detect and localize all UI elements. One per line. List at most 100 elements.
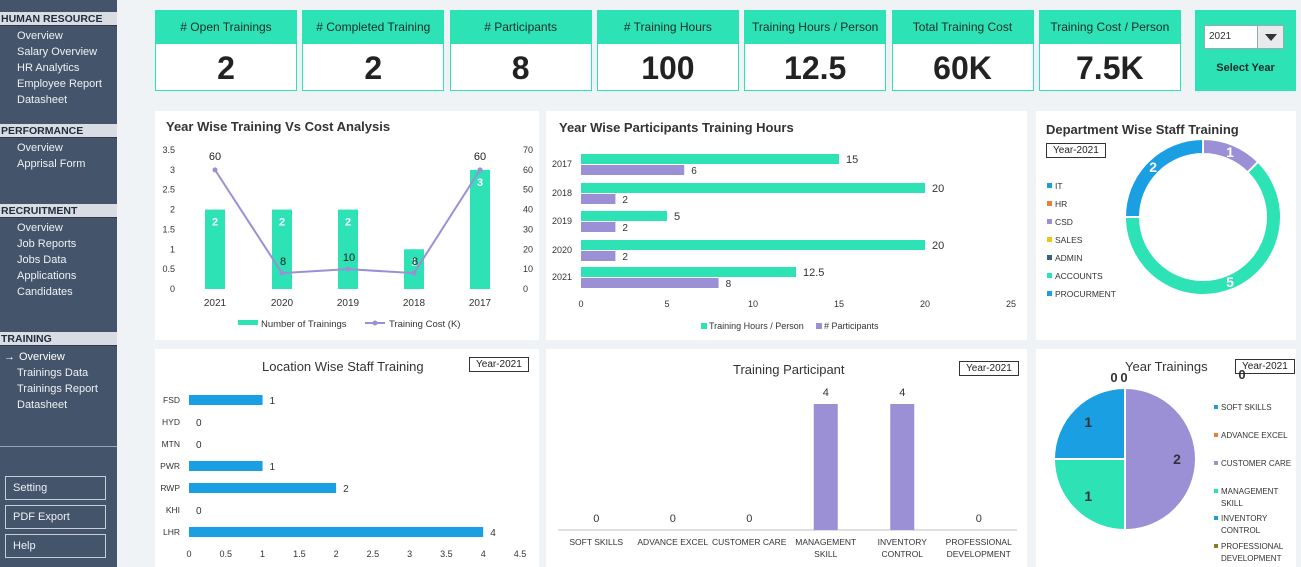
legend-swatch xyxy=(1214,405,1218,409)
legend-swatch xyxy=(1047,201,1052,206)
panel-training-participant: Training Participant Year-2021 0 SOFT SKI… xyxy=(546,349,1027,567)
line-point xyxy=(477,167,483,173)
x-tick-label: 2017 xyxy=(469,298,492,309)
legend-swatch-participants xyxy=(816,323,822,329)
pdf-export-button[interactable]: PDF Export xyxy=(5,505,106,529)
slice-value-label: 0 xyxy=(1198,154,1206,170)
bar-value-label: 0 xyxy=(196,440,202,451)
slice-value-label: 0 xyxy=(1120,370,1127,385)
y-tick-label: 1.5 xyxy=(162,224,175,234)
sidebar-item-applications[interactable]: Applications xyxy=(17,268,76,284)
setting-button[interactable]: Setting xyxy=(5,476,106,500)
sidebar-item-datasheet[interactable]: Datasheet xyxy=(17,92,67,108)
slice-value-label: 1 xyxy=(1084,488,1092,504)
x-tick-label: 20 xyxy=(920,299,930,309)
sidebar-item-overview[interactable]: Overview xyxy=(17,140,63,156)
sidebar-item-label: Employee Report xyxy=(17,78,102,90)
y-tick-label: 3.5 xyxy=(162,145,175,155)
kpi-label: Training Hours / Person xyxy=(745,11,886,44)
bar-location xyxy=(189,527,484,537)
y-tick-label: LHR xyxy=(163,527,180,537)
x-tick-label: PROFESSIONAL DEVELOPMENT xyxy=(946,537,1012,559)
sidebar-item-overview[interactable]: Overview xyxy=(17,28,63,44)
bar-value-label: 0 xyxy=(196,506,202,517)
x-tick-label: 1 xyxy=(260,549,265,559)
sidebar-item-jobs-data[interactable]: Jobs Data xyxy=(17,252,67,268)
bar-value-label: 1 xyxy=(411,256,417,268)
year-select[interactable]: 2021 xyxy=(1204,25,1284,49)
slice-value-label: 1 xyxy=(1084,414,1092,430)
legend-swatch xyxy=(1214,516,1218,520)
participants-hours-chart: 15 6 2017 20 2 2018 5 2 2019 20 2 2020 12.5 8 2021 0 5 10… xyxy=(552,154,1016,331)
kpi-value: 60K xyxy=(933,50,992,86)
sidebar-item-apprisal-form[interactable]: Apprisal Form xyxy=(17,156,85,172)
x-tick-label: 0 xyxy=(186,549,191,559)
sidebar-item-overview[interactable]: Overview xyxy=(17,220,63,236)
y-tick-label: MTN xyxy=(162,439,180,449)
bar-value-label: 0 xyxy=(976,513,982,525)
chart-title: Training Participant xyxy=(733,362,845,377)
help-button[interactable]: Help xyxy=(5,534,106,558)
sidebar-item-label: Candidates xyxy=(17,286,73,298)
sidebar-item-employee-report[interactable]: Employee Report xyxy=(17,76,102,92)
x-tick-label: 25 xyxy=(1006,299,1016,309)
legend-swatch xyxy=(1047,273,1052,278)
dropdown-arrow-icon[interactable] xyxy=(1257,26,1283,48)
y-tick-label: 2017 xyxy=(552,159,572,169)
sidebar-item-label: Overview xyxy=(17,142,63,154)
year-tag: Year-2021 xyxy=(1046,143,1106,158)
bar-value-label: 5 xyxy=(674,211,680,223)
bar-value-label: 0 xyxy=(593,513,599,525)
sidebar-item-salary-overview[interactable]: Salary Overview xyxy=(17,44,97,60)
y2-tick-label: 70 xyxy=(523,145,533,155)
bar-value-label: 2 xyxy=(622,223,628,234)
legend-label: # Participants xyxy=(824,321,879,331)
kpi-card: # Open Trainings 2 xyxy=(155,10,297,91)
sidebar-item-job-reports[interactable]: Job Reports xyxy=(17,236,76,252)
sidebar-item-datasheet[interactable]: Datasheet xyxy=(17,397,67,413)
sidebar-item-label: Applications xyxy=(17,270,77,282)
sidebar-item-hr-analytics[interactable]: HR Analytics xyxy=(17,60,79,76)
x-tick-label: 10 xyxy=(748,299,758,309)
x-tick-label: 0.5 xyxy=(220,549,233,559)
sidebar-item-label: Overview xyxy=(17,30,63,42)
legend-label: CUSTOMER CARE xyxy=(1221,459,1291,468)
legend-swatch xyxy=(1047,255,1052,260)
line-value-label: 8 xyxy=(412,256,418,268)
line-value-label: 60 xyxy=(474,151,486,163)
slice-value-label: 2 xyxy=(1173,451,1181,467)
legend-label: PROFESSIONAL DEVELOPMENT xyxy=(1221,542,1284,563)
sidebar: HUMAN RESOURCE Overview Salary Overview HR … xyxy=(0,0,117,567)
kpi-card: Total Training Cost 60K xyxy=(891,10,1034,91)
y-tick-label: PWR xyxy=(160,461,180,471)
legend-swatch xyxy=(1047,237,1052,242)
sidebar-item-overview[interactable]: → Overview xyxy=(4,349,65,365)
sidebar-section-training: TRAINING xyxy=(0,332,117,346)
sidebar-item-candidates[interactable]: Candidates xyxy=(17,284,73,300)
sidebar-item-label: Datasheet xyxy=(17,94,68,106)
slice-value-label: 0 xyxy=(1238,367,1245,382)
x-tick-label: 4.5 xyxy=(514,549,527,559)
bar-training-hours xyxy=(581,154,839,164)
bar-participant xyxy=(813,404,838,530)
y-tick-label: KHI xyxy=(166,505,180,515)
kpi-value: 2 xyxy=(217,50,235,86)
y-tick-label: RWP xyxy=(160,483,180,493)
sidebar-item-label: Trainings Data xyxy=(17,367,89,379)
sidebar-item-trainings-report[interactable]: Trainings Report xyxy=(17,381,98,397)
department-staff-chart: 1 5 2 0 0 IT HR CSD SALES ADMIN ACCOUNTS PROCURMENT xyxy=(1047,137,1282,299)
sidebar-section-human-resource: HUMAN RESOURCE xyxy=(0,12,117,26)
x-tick-label: 1.5 xyxy=(293,549,306,559)
bar-value-label: 0 xyxy=(196,418,202,429)
line-point xyxy=(212,167,218,173)
bar-value-label: 20 xyxy=(932,183,944,195)
bar-participants xyxy=(581,278,719,288)
sidebar-item-trainings-data[interactable]: Trainings Data xyxy=(17,365,88,381)
kpi-label: Total Training Cost xyxy=(892,11,1033,44)
x-tick-label: 2.5 xyxy=(367,549,380,559)
pie-slice xyxy=(1052,458,1126,532)
sidebar-item-label: Overview xyxy=(17,222,63,234)
slice-value-label: 0 xyxy=(1110,370,1117,385)
sidebar-divider xyxy=(0,446,117,447)
bar-trainings xyxy=(404,249,424,289)
